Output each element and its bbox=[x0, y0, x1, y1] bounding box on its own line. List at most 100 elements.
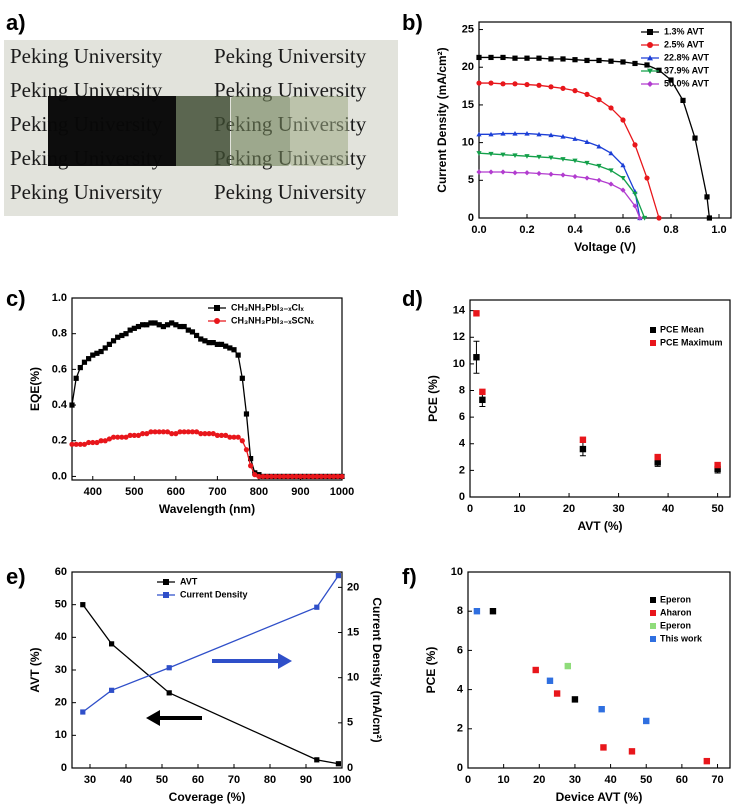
marker bbox=[194, 429, 200, 435]
x-tick-label: 50 bbox=[711, 503, 723, 515]
marker bbox=[620, 175, 626, 181]
marker bbox=[488, 151, 494, 157]
marker bbox=[553, 690, 561, 697]
marker bbox=[656, 215, 662, 221]
marker bbox=[608, 58, 614, 64]
photo-text: Peking University bbox=[214, 180, 367, 204]
marker bbox=[102, 438, 108, 444]
marker bbox=[512, 153, 518, 159]
marker bbox=[476, 169, 482, 175]
x-tick-label: 40 bbox=[604, 774, 616, 786]
marker bbox=[223, 343, 229, 349]
marker bbox=[644, 62, 650, 68]
y-tick-label: 0.2 bbox=[52, 435, 67, 447]
marker bbox=[194, 332, 200, 339]
marker bbox=[297, 473, 304, 480]
y-tick-label: 0 bbox=[468, 212, 474, 224]
legend-label: Eperon bbox=[660, 594, 691, 604]
marker bbox=[546, 677, 554, 684]
marker bbox=[598, 706, 605, 713]
marker bbox=[160, 429, 166, 435]
marker bbox=[584, 160, 590, 166]
marker bbox=[268, 473, 274, 480]
marker bbox=[173, 322, 179, 328]
marker bbox=[127, 432, 133, 438]
marker bbox=[131, 432, 137, 438]
marker bbox=[293, 473, 299, 480]
y-tick-label: 20 bbox=[462, 61, 474, 73]
marker bbox=[560, 172, 566, 178]
marker bbox=[488, 131, 494, 137]
y-tick-label: 4 bbox=[459, 438, 466, 450]
y-tick-label: 60 bbox=[55, 566, 67, 578]
series-line bbox=[479, 82, 660, 219]
marker bbox=[106, 436, 112, 442]
marker bbox=[243, 411, 250, 417]
marker bbox=[239, 375, 245, 381]
marker bbox=[500, 152, 506, 158]
x-tick-label: 20 bbox=[533, 774, 545, 786]
legend-label: This work bbox=[660, 633, 703, 643]
y-tick-label: 14 bbox=[453, 305, 466, 317]
marker bbox=[189, 329, 196, 335]
marker bbox=[156, 429, 162, 435]
marker bbox=[248, 455, 254, 462]
marker bbox=[140, 322, 146, 328]
marker bbox=[572, 158, 578, 164]
marker bbox=[173, 431, 179, 437]
y-tick-label: 10 bbox=[451, 566, 463, 578]
marker bbox=[596, 57, 602, 64]
y-tick-label: 0.4 bbox=[52, 399, 68, 411]
legend-label: Eperon bbox=[660, 620, 691, 630]
panel-label: b) bbox=[402, 10, 423, 35]
marker bbox=[476, 131, 482, 137]
marker bbox=[600, 744, 607, 751]
marker bbox=[650, 597, 656, 603]
x-tick-label: 0.6 bbox=[615, 224, 630, 236]
x-tick-label: 30 bbox=[569, 774, 581, 786]
plot-frame bbox=[478, 21, 732, 219]
marker bbox=[94, 350, 100, 356]
marker bbox=[571, 696, 579, 703]
marker bbox=[632, 60, 638, 67]
marker bbox=[632, 142, 638, 148]
x-axis-title: Wavelength (nm) bbox=[159, 502, 255, 516]
marker bbox=[277, 473, 283, 480]
marker bbox=[644, 175, 650, 181]
y-tick-label: 6 bbox=[459, 411, 465, 423]
device-dark bbox=[48, 96, 176, 166]
x-axis-title: Voltage (V) bbox=[574, 240, 636, 254]
legend-label: 1.3% AVT bbox=[664, 26, 705, 36]
marker bbox=[86, 439, 92, 446]
marker bbox=[650, 636, 656, 642]
marker bbox=[628, 748, 636, 755]
marker bbox=[131, 325, 137, 331]
marker bbox=[512, 170, 518, 176]
marker bbox=[218, 432, 225, 438]
device-olive bbox=[176, 96, 230, 166]
marker bbox=[524, 81, 530, 88]
marker bbox=[189, 429, 196, 435]
y2-axis-title: Current Density (mA/cm²) bbox=[370, 597, 384, 742]
marker bbox=[206, 340, 212, 346]
x-tick-label: 10 bbox=[513, 503, 525, 515]
x-axis-title: AVT (%) bbox=[577, 519, 622, 533]
marker bbox=[231, 347, 237, 353]
x-tick-label: 70 bbox=[711, 774, 723, 786]
marker bbox=[148, 429, 154, 435]
marker bbox=[548, 56, 554, 62]
marker bbox=[650, 340, 656, 346]
marker bbox=[584, 175, 590, 181]
photo-text: Peking University bbox=[214, 44, 367, 68]
marker bbox=[310, 473, 316, 480]
marker bbox=[620, 117, 626, 123]
x-tick-label: 10 bbox=[498, 774, 510, 786]
marker bbox=[163, 579, 169, 585]
marker bbox=[608, 150, 614, 156]
marker bbox=[704, 194, 710, 200]
marker bbox=[488, 169, 494, 175]
marker bbox=[166, 665, 172, 671]
marker bbox=[77, 364, 83, 371]
marker bbox=[560, 56, 566, 62]
marker bbox=[119, 434, 125, 440]
